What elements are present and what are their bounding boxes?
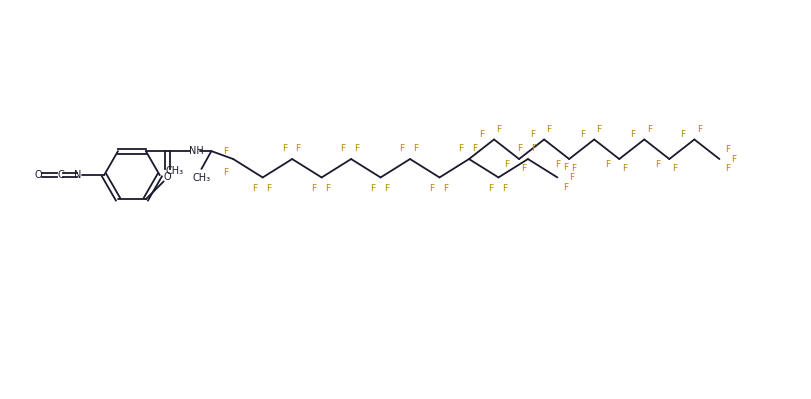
Text: O: O	[35, 170, 42, 180]
Text: F: F	[400, 144, 405, 152]
Text: F: F	[458, 144, 464, 152]
Text: F: F	[496, 125, 501, 134]
Text: F: F	[517, 144, 522, 152]
Text: F: F	[580, 130, 585, 139]
Text: F: F	[502, 184, 507, 193]
Text: F: F	[354, 144, 359, 152]
Text: F: F	[725, 144, 730, 154]
Text: O: O	[164, 172, 171, 182]
Text: F: F	[223, 146, 228, 156]
Text: F: F	[531, 144, 537, 152]
Text: F: F	[672, 164, 677, 174]
Text: F: F	[521, 164, 526, 174]
Text: F: F	[555, 160, 560, 168]
Text: F: F	[266, 184, 271, 193]
Text: F: F	[384, 184, 389, 193]
Text: NH: NH	[189, 146, 204, 156]
Text: F: F	[654, 160, 660, 168]
Text: F: F	[311, 184, 316, 193]
Text: CH₃: CH₃	[192, 173, 211, 183]
Text: F: F	[325, 184, 330, 193]
Text: F: F	[472, 144, 478, 152]
Text: F: F	[630, 130, 635, 139]
Text: F: F	[731, 154, 736, 164]
Text: F: F	[605, 160, 610, 168]
Text: F: F	[252, 184, 257, 193]
Text: F: F	[370, 184, 375, 193]
Text: F: F	[563, 183, 568, 192]
Text: F: F	[622, 164, 627, 174]
Text: F: F	[504, 160, 510, 168]
Text: F: F	[680, 130, 685, 139]
Text: F: F	[488, 184, 493, 193]
Text: F: F	[295, 144, 301, 152]
Text: F: F	[725, 164, 730, 174]
Text: F: F	[547, 125, 551, 134]
Text: F: F	[479, 130, 485, 139]
Text: F: F	[443, 184, 448, 193]
Text: F: F	[597, 125, 602, 134]
Text: F: F	[341, 144, 345, 152]
Text: F: F	[563, 163, 568, 172]
Text: N: N	[74, 170, 81, 180]
Text: F: F	[572, 164, 577, 174]
Text: CH₃: CH₃	[165, 166, 184, 176]
Text: C: C	[57, 170, 64, 180]
Text: F: F	[569, 173, 574, 182]
Text: F: F	[281, 144, 287, 152]
Text: F: F	[223, 168, 228, 178]
Text: F: F	[646, 125, 652, 134]
Text: F: F	[697, 125, 702, 134]
Text: F: F	[530, 130, 534, 139]
Text: F: F	[414, 144, 418, 152]
Text: F: F	[429, 184, 434, 193]
